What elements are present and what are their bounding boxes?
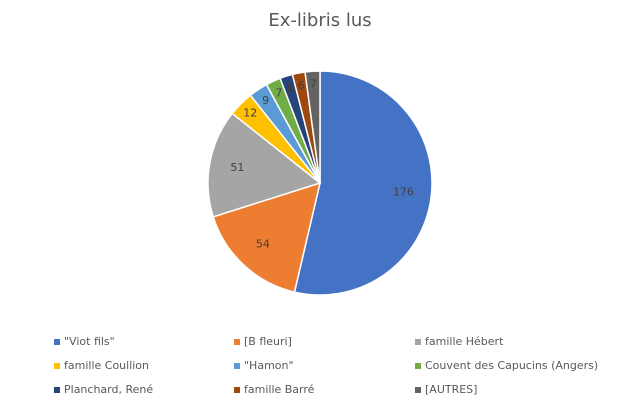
pie-slice bbox=[304, 70, 321, 184]
legend-swatch bbox=[234, 387, 240, 393]
pie-slice bbox=[293, 70, 433, 296]
data-label: 7 bbox=[310, 78, 317, 91]
legend-swatch bbox=[415, 363, 421, 369]
data-label: 51 bbox=[230, 161, 244, 174]
data-label: 12 bbox=[243, 106, 257, 119]
legend-label: famille Barré bbox=[244, 383, 315, 396]
legend-swatch bbox=[54, 363, 60, 369]
data-label: 54 bbox=[256, 238, 270, 251]
legend-label: [B fleuri] bbox=[244, 335, 292, 348]
data-label: 6 bbox=[298, 79, 305, 92]
legend-swatch bbox=[234, 363, 240, 369]
legend-label: famille Coullion bbox=[64, 359, 149, 372]
chart-title: Ex-libris lus bbox=[268, 10, 371, 31]
legend-swatch bbox=[234, 339, 240, 345]
legend-swatch bbox=[415, 387, 421, 393]
legend-label: famille Hébert bbox=[425, 335, 504, 348]
data-label: 9 bbox=[262, 94, 269, 107]
data-label: 6 bbox=[287, 82, 294, 95]
data-label: 7 bbox=[275, 86, 282, 99]
pie-slice bbox=[207, 112, 322, 218]
legend-label: "Viot fils" bbox=[64, 335, 115, 348]
legend-label: "Hamon" bbox=[244, 359, 294, 372]
legend-swatch bbox=[54, 387, 60, 393]
legend-swatch bbox=[54, 339, 60, 345]
legend-swatch bbox=[415, 339, 421, 345]
pie-slice bbox=[212, 181, 322, 293]
legend-label: [AUTRES] bbox=[425, 383, 477, 396]
legend-label: Couvent des Capucins (Angers) bbox=[425, 359, 598, 372]
legend-label: Planchard, René bbox=[64, 383, 153, 396]
data-label: 176 bbox=[393, 186, 414, 199]
